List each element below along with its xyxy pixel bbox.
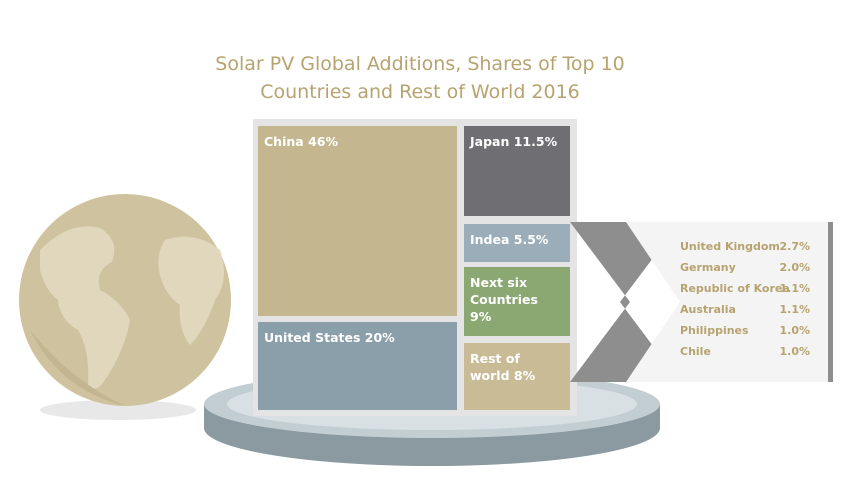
category-label: Indea	[470, 232, 510, 247]
breakdown-row: United Kingdom 2.7%	[680, 240, 810, 253]
breakdown-value: 2.7%	[779, 240, 810, 253]
breakdown-value: 1.1%	[779, 282, 810, 295]
cell-label: United States 20%	[264, 329, 451, 346]
list-edge	[828, 222, 833, 382]
breakdown-row: Germany 2.0%	[680, 261, 810, 274]
breakdown-value: 1.0%	[779, 345, 810, 358]
treemap-cell: Rest of world 8%	[464, 343, 570, 410]
value-label: 9%	[470, 309, 492, 324]
continent	[158, 236, 224, 345]
treemap-cell: China 46%	[258, 126, 457, 316]
globe-shadow	[40, 400, 196, 420]
cell-label: Indea 5.5%	[470, 231, 564, 248]
value-label: 46%	[308, 134, 338, 149]
arrow	[570, 222, 680, 382]
category-label: China	[264, 134, 304, 149]
value-label: 8%	[513, 368, 536, 383]
breakdown-value: 1.0%	[779, 324, 810, 337]
category-label: Japan	[470, 134, 510, 149]
breakdown-row: Australia 1.1%	[680, 303, 810, 316]
breakdown-label: Chile	[680, 345, 711, 358]
breakdown-value: 2.0%	[779, 261, 810, 274]
list-box	[626, 222, 830, 382]
breakdown-row: Chile 1.0%	[680, 345, 810, 358]
breakdown-row: Philippines 1.0%	[680, 324, 810, 337]
breakdown-label: Germany	[680, 261, 736, 274]
chart-title: Solar PV Global Additions, Shares of Top…	[215, 53, 625, 103]
breakdown-row: Republic of Korea 1.1%	[680, 282, 810, 295]
continent	[40, 226, 130, 389]
category-label: United States	[264, 330, 361, 345]
breakdown-value: 1.1%	[779, 303, 810, 316]
breakdown-label: United Kingdom	[680, 240, 780, 253]
value-label: 11.5%	[513, 134, 558, 149]
category-label: Rest of world	[470, 351, 520, 383]
treemap-cell: Japan 11.5%	[464, 126, 570, 216]
treemap-cell: United States 20%	[258, 322, 457, 410]
breakdown-label: Australia	[680, 303, 736, 316]
value-label: 20%	[364, 330, 395, 345]
cell-label: Next six Countries 9%	[470, 274, 550, 325]
category-label: Next six Countries	[470, 275, 538, 307]
breakdown-label: Republic of Korea	[680, 282, 790, 295]
treemap-cell: Next six Countries 9%	[464, 267, 570, 336]
cell-label: Japan 11.5%	[470, 133, 564, 150]
treemap-cell: Indea 5.5%	[464, 224, 570, 262]
cell-label: China 46%	[264, 133, 344, 150]
cell-label: Rest of world 8%	[470, 350, 540, 384]
breakdown-label: Philippines	[680, 324, 749, 337]
value-label: 5.5%	[513, 232, 549, 247]
